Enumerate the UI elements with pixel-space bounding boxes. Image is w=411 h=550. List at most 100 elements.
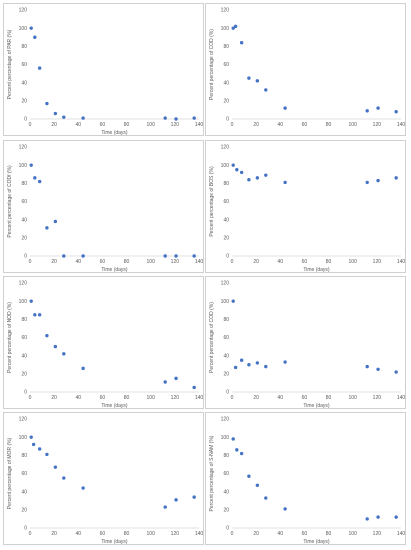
y-tick-label: 120 [19, 417, 28, 423]
y-tick-label: 120 [19, 281, 28, 287]
data-point [255, 483, 260, 488]
y-tick-label: 60 [21, 62, 27, 68]
y-tick-label: 0 [226, 254, 229, 260]
x-tick-label: 20 [253, 531, 259, 537]
data-point [235, 168, 239, 172]
data-point [231, 437, 235, 441]
y-tick-label: 60 [223, 62, 229, 68]
x-tick-label: 20 [51, 122, 57, 128]
y-tick-label: 0 [226, 390, 229, 396]
chart-panel: 0 20 40 60 80 100 120 0 20 40 60 80 100 120 140 Time (d… [3, 140, 204, 273]
y-axis-label: Percent percentage of NOD (%) [7, 302, 13, 373]
y-tick-label: 40 [21, 217, 27, 223]
x-tick-label: 60 [302, 531, 308, 537]
data-point [37, 313, 42, 317]
data-point [53, 344, 58, 349]
data-point [376, 178, 380, 183]
x-axis-label: Time (days) [303, 267, 330, 273]
x-tick-label: 80 [326, 122, 332, 128]
data-point [62, 476, 66, 480]
y-tick-label: 20 [21, 372, 27, 378]
x-tick-label: 20 [51, 259, 57, 265]
x-tick-label: 120 [171, 259, 180, 265]
y-tick-label: 100 [221, 299, 230, 305]
data-point [81, 254, 85, 258]
x-tick-label: 0 [231, 395, 234, 401]
y-tick-label: 40 [21, 489, 27, 495]
data-point [394, 110, 398, 114]
y-axis-label: Percent percentage of COD (%) [209, 302, 215, 373]
data-point [264, 173, 268, 177]
x-tick-label: 100 [349, 531, 358, 537]
y-tick-label: 60 [21, 471, 27, 477]
data-point [37, 66, 42, 70]
x-tick-label: 20 [253, 122, 259, 128]
scatter-plot: 0 20 40 60 80 100 120 0 20 40 60 80 100 120 140 Time (d… [7, 145, 203, 273]
y-tick-label: 80 [223, 453, 229, 459]
data-point [247, 76, 251, 80]
data-point [192, 385, 196, 390]
data-point [53, 111, 58, 116]
data-point [283, 180, 287, 185]
data-point [174, 498, 178, 502]
x-tick-label: 120 [373, 531, 382, 537]
data-point [81, 486, 85, 490]
data-point [33, 313, 37, 317]
data-point [29, 163, 33, 167]
y-axis-label: Percent percentage of CODf (%) [7, 165, 13, 238]
data-point [233, 365, 238, 370]
x-tick-label: 100 [147, 395, 156, 401]
y-tick-label: 20 [223, 372, 229, 378]
data-point [365, 109, 369, 113]
data-point [81, 116, 85, 120]
x-tick-label: 40 [76, 122, 82, 128]
scatter-plot: 0 20 40 60 80 100 120 0 20 40 60 80 100 120 140 Time (d… [209, 417, 405, 545]
data-point [239, 451, 244, 456]
data-point [247, 178, 251, 182]
chart-panel: 0 20 40 60 80 100 120 0 20 40 60 80 100 120 140 Percent… [205, 3, 406, 136]
y-tick-label: 40 [223, 217, 229, 223]
data-point [255, 176, 260, 180]
y-tick-label: 40 [223, 80, 229, 86]
data-point [29, 299, 33, 303]
y-tick-label: 20 [21, 236, 27, 242]
x-tick-label: 100 [147, 259, 156, 265]
y-tick-label: 60 [21, 199, 27, 205]
x-tick-label: 20 [51, 531, 57, 537]
chart-panel: 0 20 40 60 80 100 120 0 20 40 60 80 100 120 140 Time (d… [205, 140, 406, 273]
chart-panel: 0 20 40 60 80 100 120 0 20 40 60 80 100 120 140 Time (d… [205, 276, 406, 409]
data-point [394, 176, 398, 180]
y-tick-label: 60 [223, 335, 229, 341]
y-tick-label: 120 [221, 8, 230, 14]
y-tick-label: 80 [21, 44, 27, 50]
x-tick-label: 80 [326, 531, 332, 537]
data-point [192, 116, 196, 120]
data-point [53, 465, 58, 469]
x-tick-label: 60 [302, 122, 308, 128]
x-tick-label: 40 [76, 259, 82, 265]
x-tick-label: 120 [373, 259, 382, 265]
x-tick-label: 120 [171, 122, 180, 128]
x-axis-label: Time (days) [101, 267, 128, 273]
y-tick-label: 100 [19, 435, 28, 441]
y-tick-label: 120 [221, 145, 230, 151]
data-point [45, 101, 49, 106]
chart-panel: 0 20 40 60 80 100 120 0 20 40 60 80 100 120 140 Time (d… [3, 3, 204, 136]
y-tick-label: 60 [223, 199, 229, 205]
x-tick-label: 40 [278, 122, 284, 128]
y-tick-label: 0 [24, 254, 27, 260]
y-tick-label: 0 [226, 526, 229, 532]
x-tick-label: 80 [124, 395, 130, 401]
data-point [283, 106, 287, 110]
scatter-plot: 0 20 40 60 80 100 120 0 20 40 60 80 100 120 140 Time (d… [209, 281, 405, 409]
data-point [174, 376, 178, 381]
x-tick-label: 40 [76, 531, 82, 537]
y-tick-label: 80 [21, 181, 27, 187]
y-tick-label: 40 [223, 489, 229, 495]
y-tick-label: 80 [21, 317, 27, 323]
data-point [255, 79, 260, 83]
x-tick-label: 0 [231, 531, 234, 537]
scatter-plot: 0 20 40 60 80 100 120 0 20 40 60 80 100 120 140 Time (d… [7, 417, 203, 545]
data-point [365, 364, 369, 369]
scatter-plot: 0 20 40 60 80 100 120 0 20 40 60 80 100 120 140 Time (d… [209, 145, 405, 273]
